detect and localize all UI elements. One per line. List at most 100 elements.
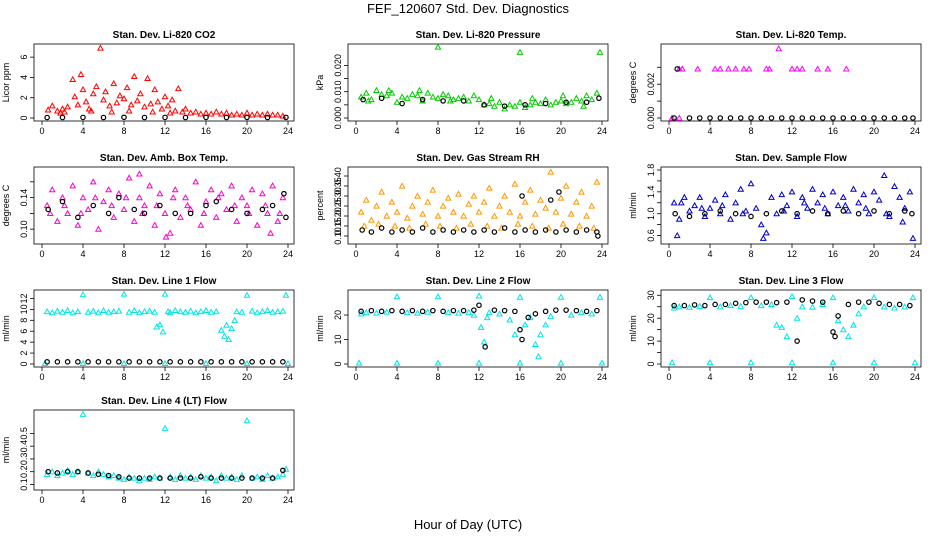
data-point xyxy=(596,95,602,102)
panel-pressure: Stan. Dev. Li-820 Pressure kPa 0 4 8 12 16 20 24… xyxy=(315,30,609,136)
data-point xyxy=(829,358,837,366)
series-triangle xyxy=(43,170,287,240)
data-point xyxy=(578,97,585,104)
data-point xyxy=(105,308,113,315)
data-point xyxy=(233,110,241,117)
x-tick-label: 4 xyxy=(707,249,712,259)
data-point xyxy=(707,115,713,121)
data-point xyxy=(151,473,159,480)
data-point xyxy=(141,307,148,315)
data-point xyxy=(125,308,133,315)
data-point xyxy=(829,293,837,301)
data-point xyxy=(82,98,90,105)
data-point xyxy=(414,309,421,316)
series-triangle xyxy=(668,45,850,121)
data-point xyxy=(378,225,385,231)
data-point xyxy=(69,75,77,83)
data-point xyxy=(440,227,446,233)
data-point xyxy=(747,180,755,187)
data-point xyxy=(537,99,544,107)
plot-frame xyxy=(660,166,922,245)
data-point xyxy=(491,307,498,313)
data-point xyxy=(866,299,872,305)
data-point xyxy=(829,188,837,195)
data-point xyxy=(212,213,220,220)
data-point xyxy=(748,115,754,121)
data-point xyxy=(860,303,868,310)
panel-line3: Stan. Dev. Line 3 Flow ml/min 0 4 8 12 16 20 24 0… xyxy=(628,276,922,382)
data-point xyxy=(778,208,785,214)
data-point xyxy=(120,290,128,297)
data-point xyxy=(202,109,210,116)
data-point xyxy=(522,227,528,233)
data-point xyxy=(203,114,209,121)
data-point xyxy=(485,184,493,191)
y-tick-label: 0.30 xyxy=(333,187,343,205)
x-tick-label: 4 xyxy=(80,495,85,505)
x-tick-label: 24 xyxy=(597,126,607,136)
data-point xyxy=(896,193,904,200)
data-point xyxy=(681,302,688,309)
data-point xyxy=(218,359,225,365)
data-point xyxy=(783,332,791,340)
y-tick-label: 10 xyxy=(19,304,29,314)
data-point xyxy=(419,225,426,231)
data-point xyxy=(567,311,575,318)
y-tick-label: 20 xyxy=(646,313,656,323)
y-tick-label: 0.20 xyxy=(333,207,343,225)
x-tick-label: 16 xyxy=(828,249,838,259)
y-tick-label: 0.5 xyxy=(19,427,29,440)
data-point xyxy=(788,292,796,300)
data-point xyxy=(824,65,832,72)
data-point xyxy=(364,97,372,104)
data-point xyxy=(115,474,123,481)
data-point xyxy=(519,193,525,199)
data-point xyxy=(156,321,164,328)
data-point xyxy=(161,290,169,297)
data-point xyxy=(264,110,271,117)
data-point xyxy=(717,115,724,121)
panel-sampleflow: Stan. Dev. Sample Flow ml/min 0 4 8 12 16 20 24 0… xyxy=(628,153,922,259)
data-point xyxy=(95,471,102,478)
x-tick-label: 8 xyxy=(121,495,126,505)
data-point xyxy=(896,301,903,308)
data-point xyxy=(522,102,528,108)
y-tick-label: 10 xyxy=(333,335,343,345)
y-axis-label: ml/min xyxy=(628,315,638,342)
y-axis-label: Licor ppm xyxy=(1,63,11,103)
data-point xyxy=(673,231,681,239)
data-point xyxy=(130,306,138,314)
data-point xyxy=(182,105,189,112)
data-point xyxy=(389,229,395,235)
data-point xyxy=(269,359,276,365)
data-point xyxy=(839,193,847,200)
data-point xyxy=(901,204,909,211)
y-tick-label: 0.4 xyxy=(19,440,29,453)
data-point xyxy=(177,359,184,365)
data-point xyxy=(233,217,241,224)
data-point xyxy=(279,470,287,477)
data-point xyxy=(845,301,852,308)
panel-title: Stan. Dev. Li-820 CO2 xyxy=(113,30,216,41)
data-point xyxy=(120,205,128,213)
data-point xyxy=(74,101,82,108)
x-tick-label: 4 xyxy=(707,126,712,136)
data-point xyxy=(911,358,919,366)
data-point xyxy=(77,209,85,216)
x-tick-label: 24 xyxy=(283,249,293,259)
data-point xyxy=(274,217,282,224)
panel-title: Stan. Dev. Line 3 Flow xyxy=(739,276,844,287)
data-point xyxy=(269,111,277,118)
x-tick-label: 4 xyxy=(80,372,85,382)
data-point xyxy=(691,201,699,209)
x-tick-label: 8 xyxy=(121,126,126,136)
data-point xyxy=(773,321,781,328)
data-point xyxy=(85,105,93,112)
panel-boxtemp: Stan. Dev. Amb. Box Temp. degrees C 0 4 8 12 1… xyxy=(1,153,295,259)
data-point xyxy=(470,311,478,318)
data-point xyxy=(424,198,432,205)
data-point xyxy=(444,92,452,99)
plot-frame xyxy=(347,289,609,368)
data-point xyxy=(788,358,796,366)
